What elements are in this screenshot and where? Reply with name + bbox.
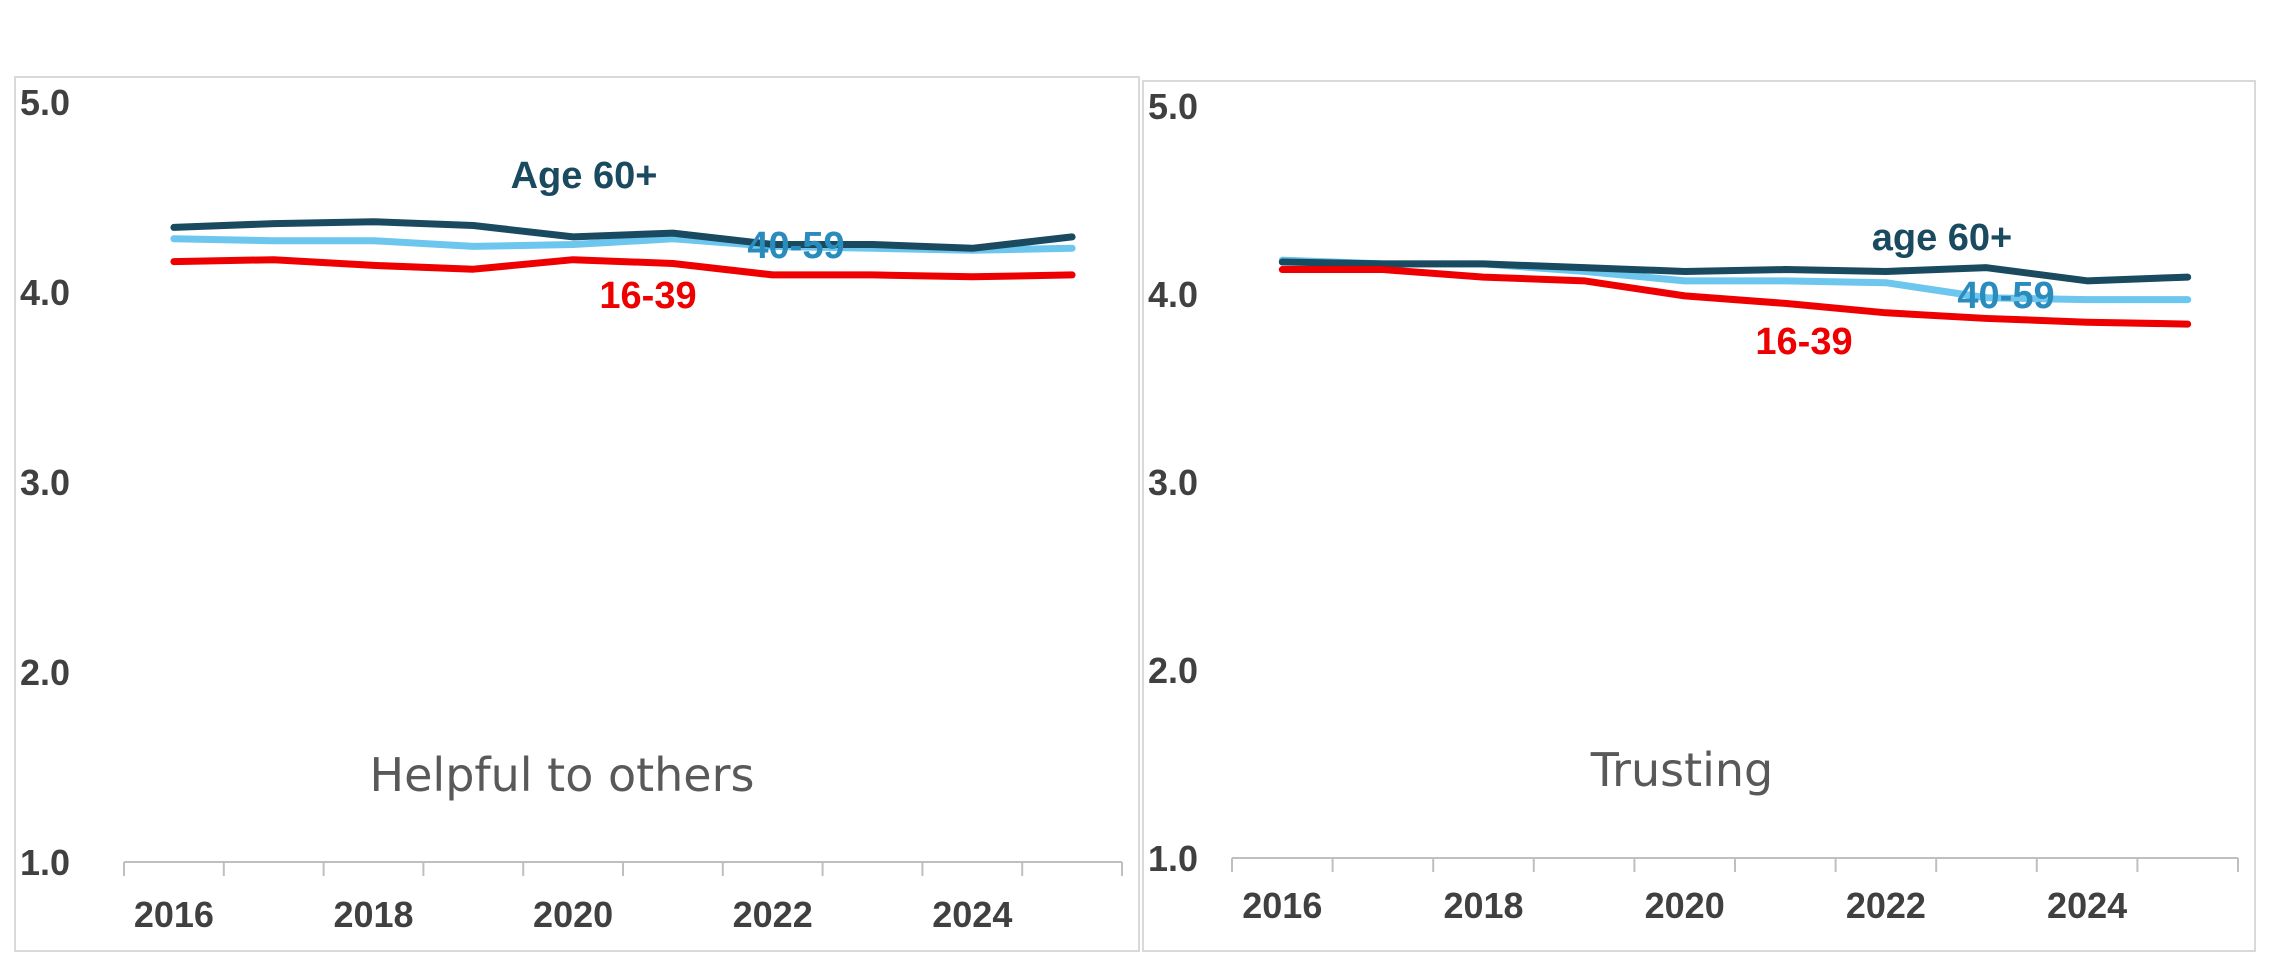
y-tick-label: 4.0 [20,272,70,313]
helpful-chart-title: Helpful to others [370,748,755,802]
trusting-series-label-age-60-: age 60+ [1872,217,2013,259]
helpful-series-line-16-39 [170,256,1076,281]
helpful-series-label-age-60-: Age 60+ [511,155,658,197]
y-tick-label: 5.0 [1148,86,1198,127]
trusting-series-line-age-60- [1278,258,2192,285]
x-tick-label: 2024 [932,894,1012,935]
chart-trusting: 1.0 2.0 3.0 4.0 5.0 2016 2018 2020 2022 2024 age 6… [1148,86,2239,926]
x-tick-label: 2022 [733,894,813,935]
helpful-series-label-16-39: 16-39 [599,275,696,317]
chart-helpful: 1.0 2.0 3.0 4.0 5.0 2016 2018 2020 2022 2024 Age 6… [20,82,1123,935]
x-tick-label: 2016 [134,894,214,935]
x-tick-label: 2022 [1846,885,1926,926]
x-tick-label: 2020 [533,894,613,935]
x-tick-label: 2018 [1443,885,1523,926]
x-tick-label: 2020 [1645,885,1725,926]
y-tick-label: 3.0 [20,462,70,503]
x-tick-label: 2024 [2047,885,2127,926]
chart-panel-helpful: 1.0 2.0 3.0 4.0 5.0 2016 2018 2020 2022 2024 Age 6… [14,76,1140,952]
y-tick-label: 1.0 [20,842,70,883]
trusting-series-label-40-59: 40-59 [1957,275,2054,317]
x-tick-label: 2018 [333,894,413,935]
y-tick-label: 2.0 [20,652,70,693]
y-tick-label: 2.0 [1148,650,1198,691]
trusting-series-label-16-39: 16-39 [1755,321,1852,363]
y-tick-label: 3.0 [1148,462,1198,503]
trusting-chart-title: Trusting [1590,743,1774,797]
chart-panel-trusting: 1.0 2.0 3.0 4.0 5.0 2016 2018 2020 2022 2024 age 6… [1142,80,2256,952]
x-tick-label: 2016 [1242,885,1322,926]
y-tick-label: 1.0 [1148,838,1198,879]
y-tick-label: 4.0 [1148,274,1198,315]
helpful-series-line-age-60- [170,218,1076,252]
trusting-series-line-16-39 [1278,266,2192,328]
y-tick-label: 5.0 [20,82,70,123]
helpful-series-label-40-59: 40-59 [747,225,844,267]
